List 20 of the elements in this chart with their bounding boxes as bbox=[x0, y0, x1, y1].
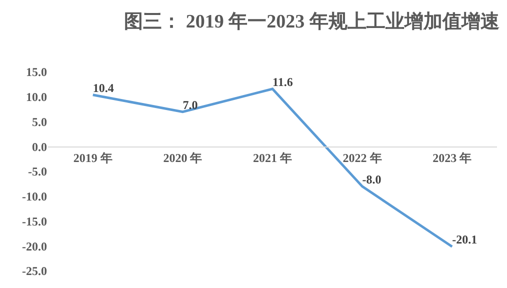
y-tick-label: 10.0 bbox=[26, 90, 47, 104]
data-label: -8.0 bbox=[362, 172, 382, 186]
y-tick-label: -20.0 bbox=[22, 239, 47, 254]
y-tick-label: -10.0 bbox=[22, 190, 47, 204]
data-label: 7.0 bbox=[182, 98, 198, 112]
y-tick-label: 0.0 bbox=[32, 140, 47, 154]
x-tick-label: 2021 年 bbox=[253, 151, 292, 166]
x-tick-label: 2022 年 bbox=[342, 151, 382, 166]
y-tick-label: -25.0 bbox=[22, 264, 47, 278]
y-tick-label: 5.0 bbox=[32, 114, 47, 129]
y-tick-label: -5.0 bbox=[28, 164, 47, 179]
chart-title: 图三： 2019 年一2023 年规上工业增加值增速 bbox=[124, 10, 500, 33]
x-tick-label: 2019 年 bbox=[73, 151, 112, 166]
y-tick-label: -15.0 bbox=[22, 214, 47, 228]
y-tick-label: 15.0 bbox=[26, 65, 47, 80]
data-label: -20.1 bbox=[452, 232, 478, 247]
x-tick-label: 2023 年 bbox=[432, 151, 472, 166]
data-label: 10.4 bbox=[92, 80, 114, 95]
data-label: 11.6 bbox=[272, 74, 293, 89]
x-tick-label: 2020 年 bbox=[163, 151, 202, 166]
